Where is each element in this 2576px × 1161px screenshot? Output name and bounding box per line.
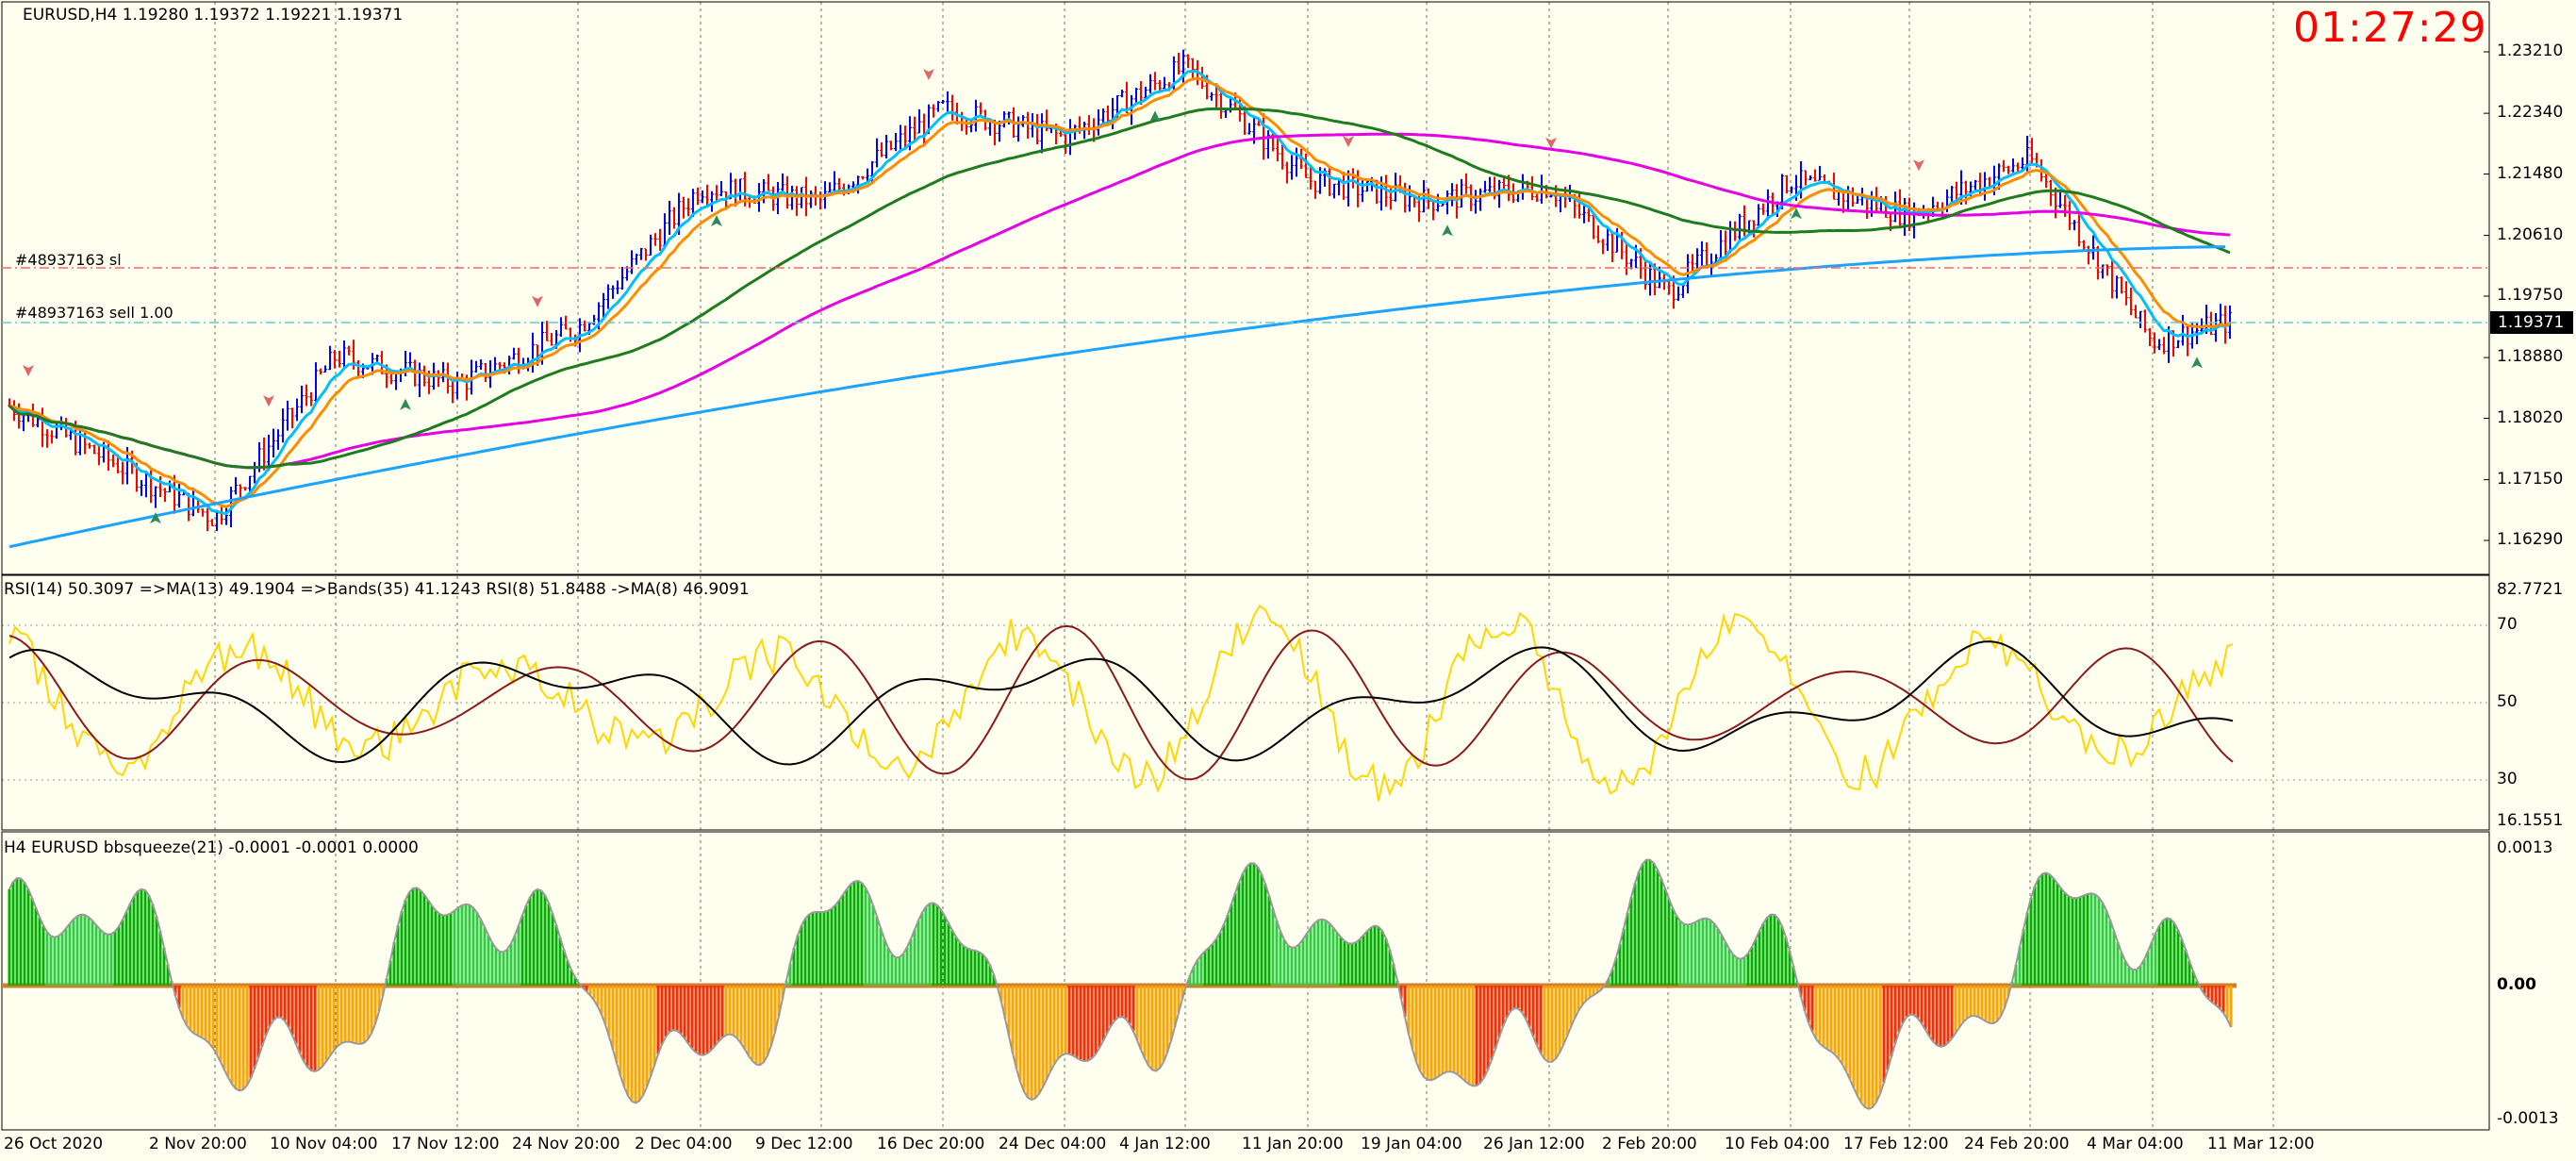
time-axis-label: 24 Dec 04:00: [999, 1135, 1107, 1153]
ma-magenta-line: [8, 132, 2231, 470]
time-axis-label: 10 Nov 04:00: [270, 1135, 378, 1153]
price-axis-label: 1.19750: [2497, 286, 2564, 305]
squeeze-scale-mid: 0.00: [2497, 975, 2536, 994]
time-axis-label: 17 Feb 12:00: [1843, 1135, 1949, 1153]
squeeze-panel-frame: [1, 831, 2490, 1131]
squeeze-header: H4 EURUSD bbsqueeze(21) -0.0001 -0.0001 …: [4, 838, 419, 857]
candles: [8, 49, 2232, 532]
signal-arrow: [1913, 159, 1924, 172]
signal-arrow: [923, 68, 934, 80]
rsi-level-30: 30: [2497, 770, 2518, 788]
price-axis-label: 1.23210: [2497, 41, 2564, 60]
price-axis-label: 1.20610: [2497, 224, 2564, 244]
signal-arrow: [400, 398, 411, 410]
signal-arrow: [711, 214, 722, 226]
ma-fast-line: [8, 69, 2231, 516]
price-axis-label: 1.17150: [2497, 469, 2564, 489]
time-axis-label: 26 Jan 12:00: [1483, 1135, 1585, 1153]
signal-arrow: [23, 365, 34, 377]
signal-arrow: [532, 295, 543, 307]
time-axis-label: 9 Dec 12:00: [755, 1135, 853, 1153]
squeeze-scale-bottom: -0.0013: [2497, 1109, 2559, 1128]
time-axis-label: 19 Jan 04:00: [1361, 1135, 1462, 1153]
order-sell-label: #48937163 sell 1.00: [15, 304, 173, 322]
time-axis-label: 17 Nov 12:00: [391, 1135, 500, 1153]
time-axis-label: 4 Mar 04:00: [2087, 1135, 2184, 1153]
rsi-panel-frame: [1, 574, 2490, 831]
main-panel-frame: [1, 1, 2490, 575]
price-axis-label: 1.22340: [2497, 103, 2564, 123]
rsi-ma-line: [8, 624, 2234, 781]
time-axis-label: 11 Mar 12:00: [2207, 1135, 2315, 1153]
time-axis-label: 2 Feb 20:00: [1602, 1135, 1697, 1153]
rsi-scale-min: 16.1551: [2497, 811, 2564, 830]
price-axis-label: 1.16290: [2497, 530, 2564, 549]
ma-orange-line: [8, 76, 2231, 508]
signal-arrow: [2191, 357, 2203, 369]
rsi-level-70: 70: [2497, 615, 2518, 634]
time-axis-label: 4 Jan 12:00: [1119, 1135, 1211, 1153]
time-axis-label: 2 Nov 20:00: [149, 1135, 247, 1153]
time-axis-label: 2 Dec 04:00: [635, 1135, 733, 1153]
price-axis-label: 1.21480: [2497, 163, 2564, 183]
squeeze-scale-top: 0.0013: [2497, 838, 2553, 857]
server-clock: 01:27:29: [2293, 4, 2487, 52]
squeeze-envelope: [8, 858, 2232, 1110]
time-axis-label: 16 Dec 20:00: [877, 1135, 985, 1153]
time-axis-label: 11 Jan 20:00: [1242, 1135, 1344, 1153]
price-axis-label: 1.18020: [2497, 407, 2564, 427]
rsi-header: RSI(14) 50.3097 =>MA(13) 49.1904 =>Bands…: [4, 580, 750, 599]
rsi-level-50: 50: [2497, 692, 2518, 711]
signal-arrow: [150, 512, 161, 524]
symbol-header: EURUSD,H4 1.19280 1.19372 1.19221 1.1937…: [23, 6, 404, 25]
ma-long-line: [8, 245, 2226, 549]
signal-arrow: [263, 395, 274, 407]
current-price-tag: 1.19371: [2490, 311, 2573, 334]
signal-arrow: [1343, 136, 1354, 148]
signal-arrow: [1545, 137, 1557, 149]
signal-arrow: [1149, 110, 1161, 123]
price-axis-label: 1.18880: [2497, 347, 2564, 367]
rsi-scale-max: 82.7721: [2497, 580, 2564, 599]
time-axis-label: 24 Nov 20:00: [512, 1135, 620, 1153]
rsi-bands-line: [8, 640, 2234, 766]
order-sl-label: #48937163 sl: [15, 251, 122, 269]
time-axis-label: 26 Oct 2020: [4, 1135, 104, 1153]
ma-green-line: [8, 107, 2231, 470]
time-axis-label: 24 Feb 20:00: [1964, 1135, 2070, 1153]
signal-arrow: [1442, 224, 1453, 237]
time-axis-label: 10 Feb 04:00: [1725, 1135, 1830, 1153]
signal-arrow: [1791, 207, 1802, 220]
